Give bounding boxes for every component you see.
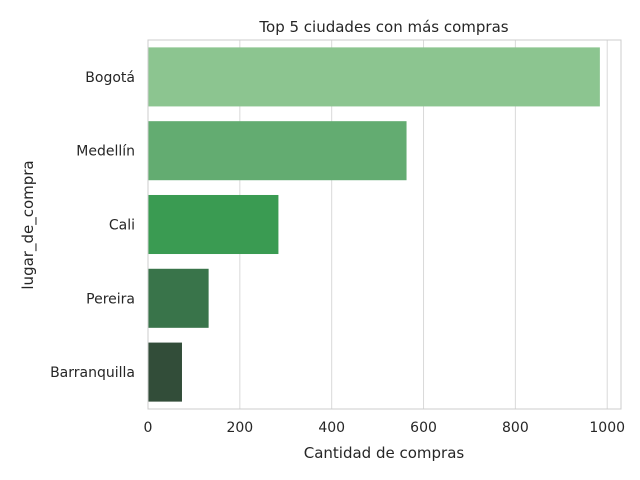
y-tick-labels: Bogotá Medellín Cali Pereira Barranquilla (50, 70, 135, 381)
bars (148, 47, 600, 401)
x-tick-label: 200 (226, 420, 253, 436)
chart-title: Top 5 ciudades con más compras (258, 18, 508, 36)
bar-3 (148, 269, 209, 328)
y-tick-label: Medellín (76, 144, 135, 160)
x-tick-label: 0 (144, 420, 153, 436)
x-tick-label: 800 (502, 420, 529, 436)
bar-2 (148, 195, 278, 254)
y-tick-label: Bogotá (85, 70, 135, 86)
x-tick-label: 600 (410, 420, 437, 436)
y-axis-label: lugar_de_compra (19, 160, 38, 289)
y-tick-label: Barranquilla (50, 365, 135, 381)
x-tick-label: 1000 (589, 420, 625, 436)
y-tick-label: Pereira (86, 291, 135, 307)
bar-4 (148, 343, 182, 402)
x-tick-labels: 0 200 400 600 800 1000 (144, 420, 626, 436)
y-tick-label: Cali (109, 218, 135, 234)
x-axis-label: Cantidad de compras (304, 444, 465, 462)
x-tick-label: 400 (318, 420, 345, 436)
bar-0 (148, 47, 600, 106)
bar-1 (148, 121, 407, 180)
